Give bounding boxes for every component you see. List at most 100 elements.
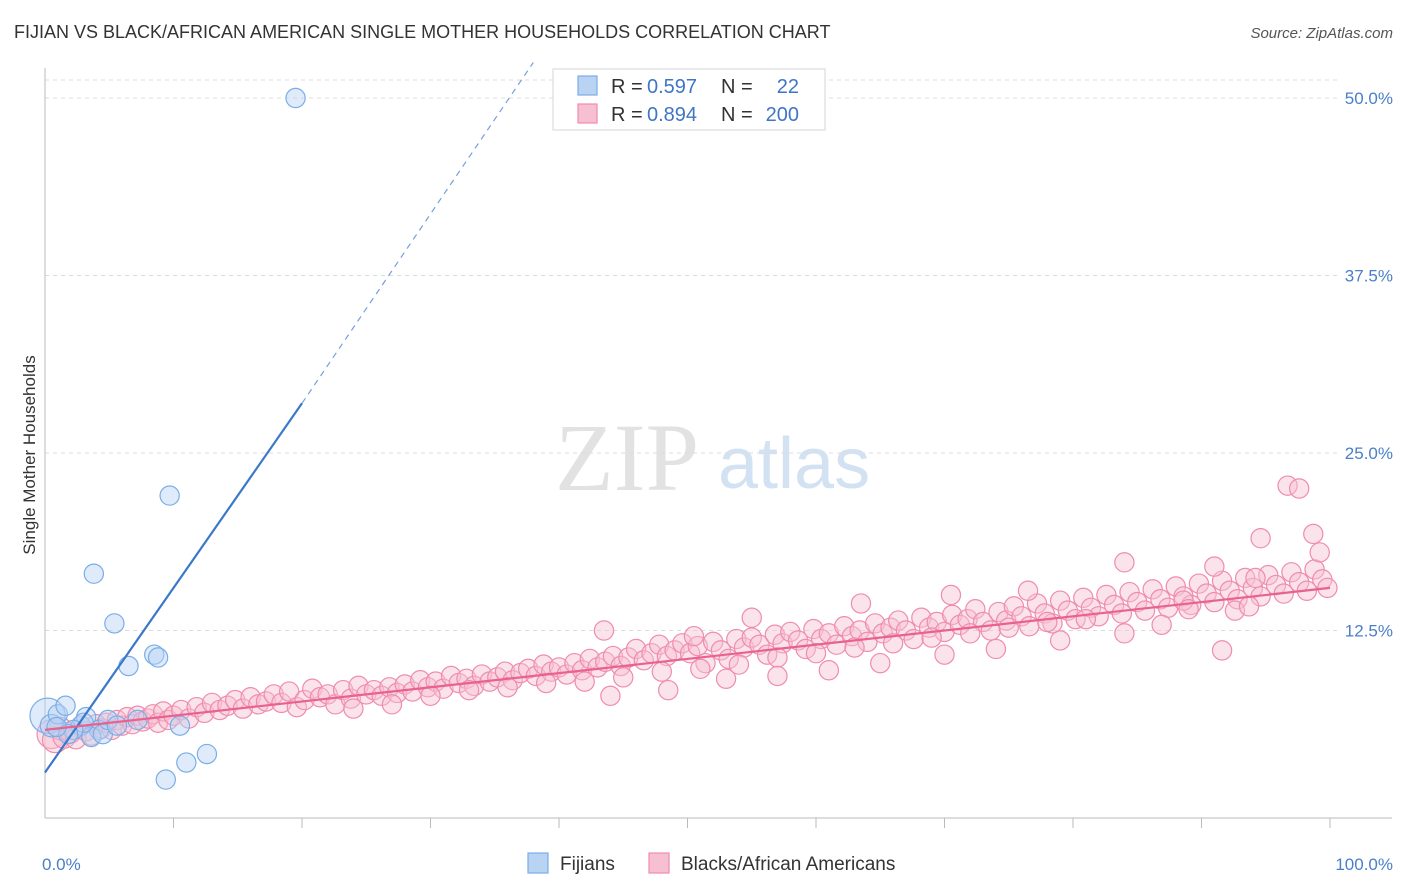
point-blacks-155 — [1173, 586, 1194, 607]
point-fijians-10 — [106, 715, 128, 736]
point-blacks-128 — [965, 599, 986, 620]
point-blacks-181 — [574, 671, 595, 692]
point-fijians-13 — [57, 723, 79, 745]
legend-box: R = 0.597 N = 22 R = 0.894 N = 200 — [552, 68, 826, 131]
point-blacks-197 — [715, 668, 737, 689]
bottom-legend-swatch-blacks — [648, 852, 670, 874]
point-blacks-144 — [1088, 606, 1109, 627]
point-blacks-210 — [1017, 580, 1039, 601]
bottom-legend-label-fijians: Fijians — [560, 854, 615, 875]
point-blacks-64 — [471, 664, 493, 685]
y-tick-labels: 12.5% 25.0% 37.5% 50.0% — [1345, 89, 1393, 641]
point-fijians-21 — [285, 87, 306, 109]
point-blacks-202 — [985, 638, 1007, 660]
watermark: ZIP atlas — [555, 404, 870, 511]
point-blacks-212 — [1204, 556, 1225, 577]
point-blacks-161 — [1219, 580, 1240, 601]
point-blacks-189 — [882, 633, 904, 654]
point-fijians-23 — [176, 752, 197, 773]
point-blacks-147 — [1111, 603, 1133, 624]
legend-swatch-fijians — [577, 75, 598, 96]
point-blacks-199 — [818, 660, 840, 681]
series-blacks-points — [36, 475, 1338, 754]
point-blacks-217 — [1309, 542, 1330, 563]
point-fijians-15 — [83, 563, 105, 584]
point-blacks-47 — [340, 688, 362, 709]
point-blacks-211 — [1114, 552, 1135, 573]
chart-title: FIJIAN VS BLACK/AFRICAN AMERICAN SINGLE … — [14, 22, 830, 42]
point-blacks-183 — [651, 661, 673, 682]
legend-fijians-n-value: 22 — [777, 76, 799, 98]
point-fijians-25 — [169, 715, 191, 736]
point-blacks-195 — [600, 685, 621, 707]
point-blacks-46 — [332, 679, 354, 701]
point-fijians-11 — [73, 712, 94, 734]
point-blacks-194 — [1075, 608, 1097, 630]
point-blacks-104 — [780, 621, 801, 643]
point-blacks-56 — [410, 670, 431, 691]
grid-lines — [45, 79, 1340, 631]
legend-blacks-n-value: 200 — [766, 104, 799, 126]
point-blacks-143 — [1080, 597, 1102, 618]
point-fijians-17 — [118, 655, 139, 677]
point-blacks-110 — [826, 634, 847, 655]
point-blacks-59 — [433, 678, 454, 699]
y-tick-label-1: 25.0% — [1345, 444, 1393, 463]
point-blacks-51 — [371, 685, 392, 707]
watermark-atlas: atlas — [718, 424, 870, 504]
series-fijians-points — [29, 87, 306, 790]
point-fijians-3 — [55, 695, 76, 716]
point-fijians-22 — [155, 769, 176, 790]
point-blacks-193 — [1037, 611, 1058, 633]
trend-line-blacks — [44, 586, 1331, 731]
point-blacks-209 — [940, 584, 962, 606]
point-blacks-114 — [857, 631, 878, 653]
point-blacks-185 — [728, 654, 750, 675]
legend-blacks-r-value: 0.894 — [647, 104, 697, 126]
point-blacks-152 — [1150, 589, 1171, 610]
point-fijians-18 — [144, 644, 165, 665]
point-blacks-218 — [1245, 567, 1266, 589]
point-blacks-204 — [1114, 623, 1135, 644]
point-blacks-83 — [618, 647, 639, 668]
trend-line-fijians-extension — [301, 62, 534, 404]
point-blacks-131 — [988, 601, 1009, 623]
point-blacks-203 — [1049, 630, 1071, 651]
watermark-zip: ZIP — [555, 404, 699, 511]
point-blacks-67 — [494, 661, 516, 682]
point-blacks-192 — [998, 617, 1019, 638]
point-blacks-208 — [850, 593, 872, 614]
point-blacks-97 — [726, 628, 747, 650]
point-blacks-75 — [556, 664, 577, 685]
point-blacks-106 — [795, 638, 816, 660]
point-blacks-207 — [741, 607, 762, 628]
legend-blacks-r-label: R = — [611, 104, 643, 126]
legend-fijians-n-label: N = — [721, 76, 753, 98]
point-blacks-149 — [1127, 591, 1148, 613]
legend-swatch-blacks — [577, 103, 598, 124]
legend-blacks-n-label: N = — [721, 104, 753, 126]
point-blacks-188 — [844, 637, 865, 658]
x-tick-labels: 0.0% 100.0% — [42, 855, 1393, 874]
point-fijians-19 — [147, 647, 169, 668]
point-blacks-205 — [593, 620, 615, 641]
legend-frame — [552, 68, 826, 131]
point-blacks-215 — [1288, 478, 1310, 499]
y-tick-label-3: 50.0% — [1345, 89, 1393, 108]
x-tick-label-max: 100.0% — [1335, 855, 1393, 874]
point-blacks-201 — [934, 644, 955, 665]
point-blacks-175 — [343, 698, 364, 719]
point-fijians-20 — [159, 485, 180, 506]
point-blacks-206 — [683, 625, 705, 647]
legend-fijians-r-label: R = — [611, 76, 643, 98]
point-fijians-16 — [104, 613, 125, 634]
y-axis-label: Single Mother Households — [20, 355, 39, 554]
chart-source: Source: ZipAtlas.com — [1250, 25, 1393, 42]
point-blacks-213 — [1250, 528, 1271, 549]
trend-line-fijians — [44, 402, 303, 774]
point-blacks-222 — [1211, 640, 1233, 661]
y-tick-label-2: 37.5% — [1345, 267, 1393, 286]
point-blacks-76 — [564, 652, 585, 674]
point-blacks-70 — [517, 658, 539, 680]
point-blacks-150 — [1134, 600, 1156, 621]
